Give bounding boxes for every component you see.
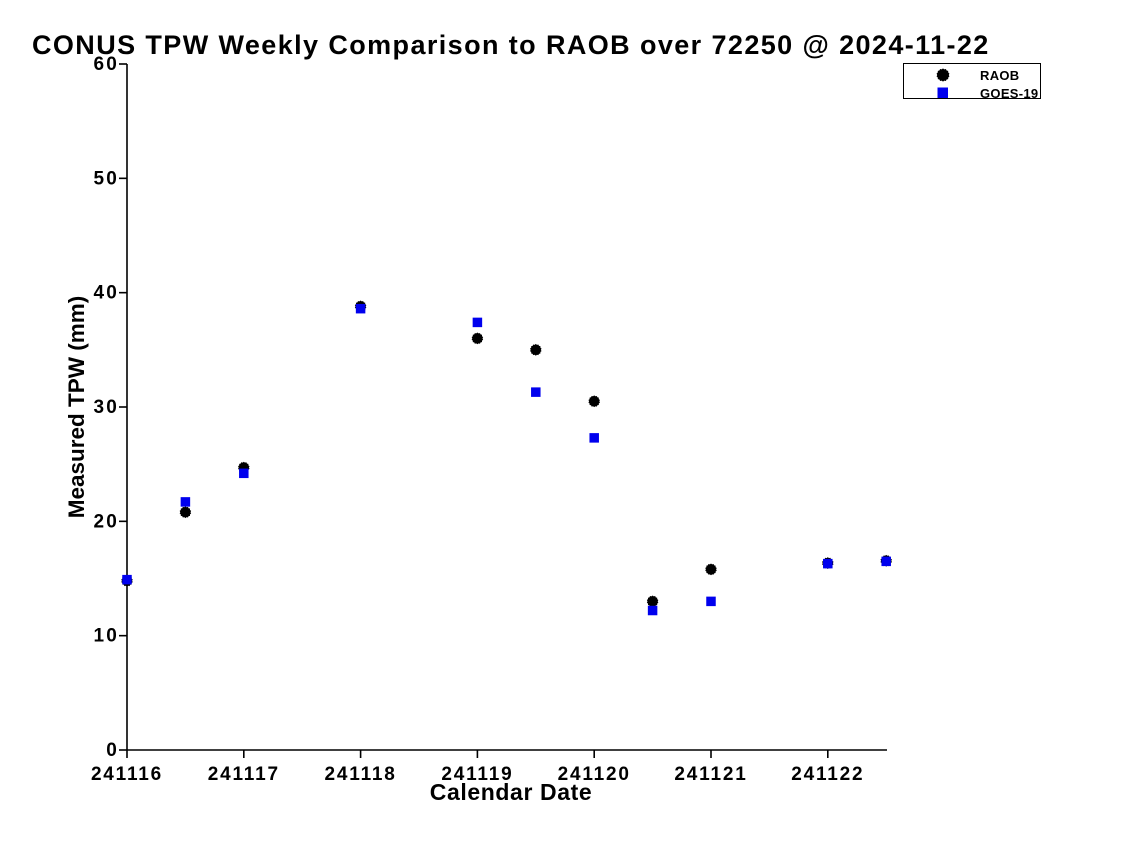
svg-text:241117: 241117 <box>208 764 280 785</box>
svg-text:0: 0 <box>106 740 119 761</box>
svg-text:20: 20 <box>93 511 119 532</box>
svg-text:241122: 241122 <box>791 764 864 785</box>
svg-text:241118: 241118 <box>325 764 397 785</box>
svg-text:241116: 241116 <box>91 764 163 785</box>
svg-text:241121: 241121 <box>674 764 747 785</box>
svg-text:40: 40 <box>93 283 119 304</box>
svg-text:50: 50 <box>93 168 119 189</box>
svg-text:30: 30 <box>93 397 119 418</box>
svg-text:10: 10 <box>93 626 119 647</box>
